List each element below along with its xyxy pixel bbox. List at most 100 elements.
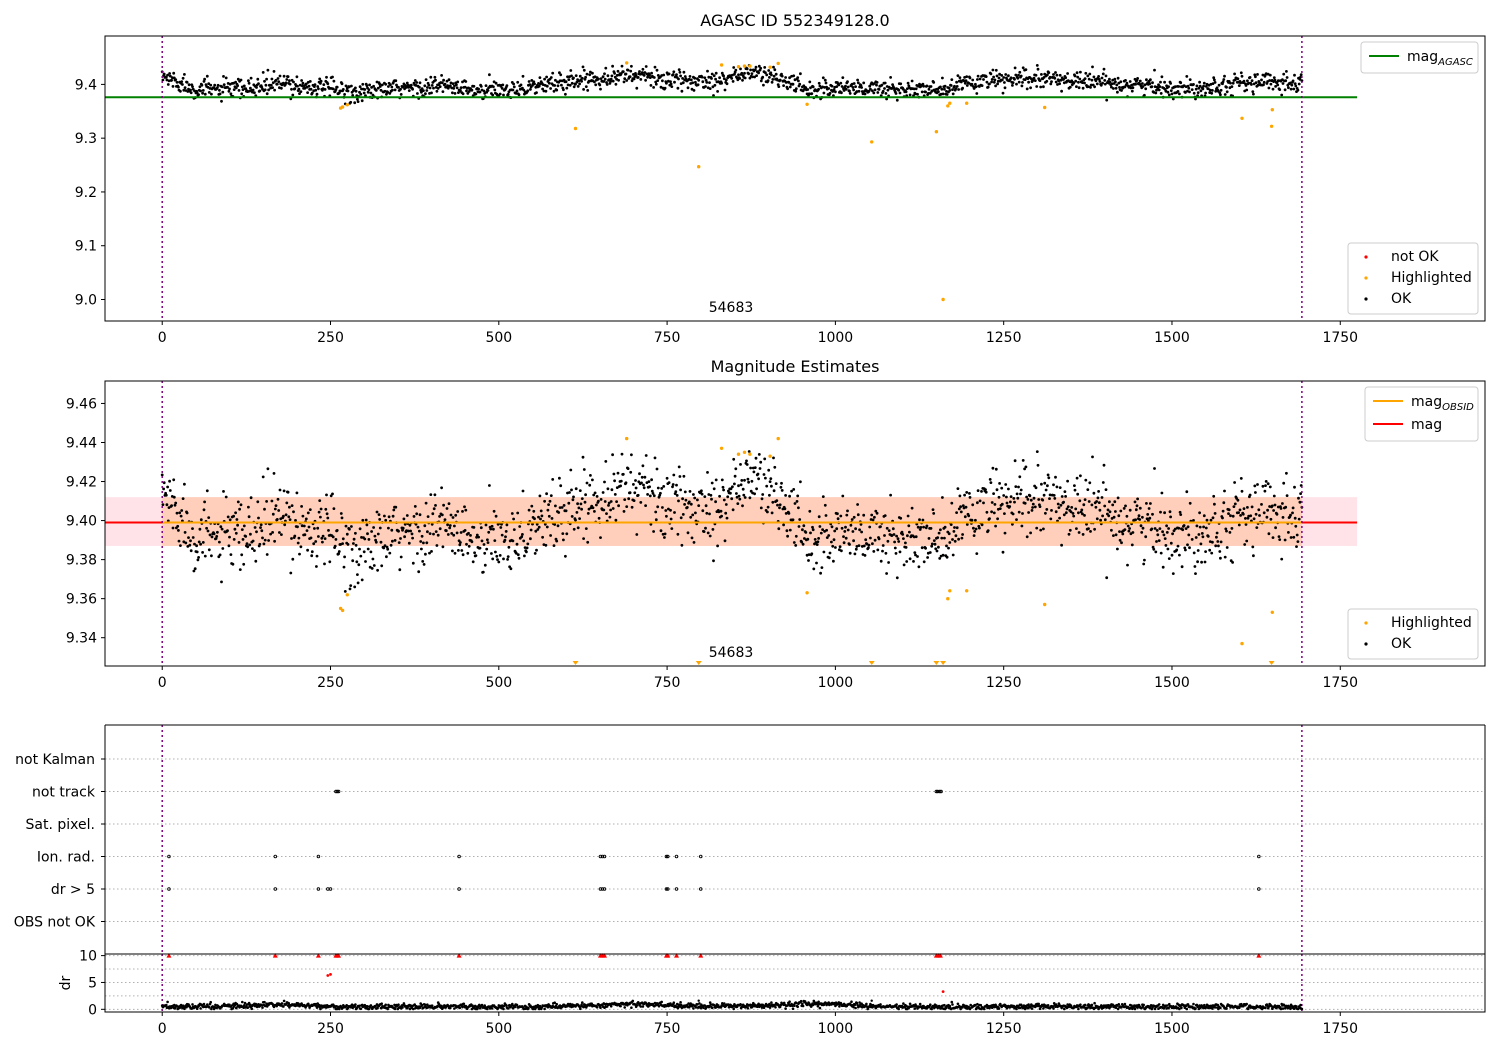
- agasc-point-ok: [817, 87, 820, 91]
- mag-est-point-ok: [957, 507, 961, 511]
- mag-est-point-ok: [161, 503, 165, 506]
- mag-est-point-ok: [918, 518, 921, 522]
- mag-est-point-ok: [947, 546, 950, 550]
- mag-est-point-ok: [1233, 502, 1237, 506]
- agasc-legend-point-label: Highlighted: [1391, 270, 1472, 286]
- mag-est-point-ok: [920, 546, 924, 550]
- agasc-point-ok: [276, 77, 280, 80]
- mag-est-point-ok: [1000, 502, 1004, 506]
- mag-est-point-ok: [207, 548, 211, 552]
- mag-est-point-ok: [1012, 497, 1016, 500]
- mag-est-point-ok: [386, 547, 390, 551]
- dr-point-ok: [770, 1001, 773, 1004]
- agasc-point-ok: [236, 77, 240, 81]
- agasc-point-ok: [641, 67, 645, 71]
- mag-est-point-ok: [926, 556, 929, 559]
- agasc-point-ok: [1035, 64, 1039, 67]
- dr-point-ok: [795, 1001, 798, 1005]
- mag-est-point-ok: [270, 499, 274, 503]
- agasc-point-ok: [292, 80, 295, 84]
- dr-point-ok: [990, 1006, 994, 1009]
- agasc-point-ok: [985, 80, 989, 84]
- agasc-point-ok: [399, 93, 403, 96]
- agasc-point-ok: [692, 89, 696, 92]
- mag-est-point-ok: [502, 557, 505, 561]
- mag-est-point-ok: [440, 486, 443, 490]
- agasc-point-ok: [1239, 71, 1243, 75]
- mag-est-point-ok: [483, 563, 487, 567]
- mag-est-point-ok: [232, 514, 236, 518]
- mag-est-point-ok: [968, 492, 971, 495]
- agasc-point-ok: [350, 84, 353, 88]
- agasc-point-highlighted: [573, 126, 578, 131]
- agasc-x-tick-label: 750: [654, 330, 681, 346]
- mag-est-point-ok: [650, 478, 653, 482]
- mag-est-point-ok: [567, 501, 571, 505]
- mag-est-point-ok: [1265, 515, 1269, 519]
- mag-est-point-ok: [652, 530, 655, 533]
- agasc-point-ok: [679, 82, 683, 85]
- mag-est-point-ok: [1038, 505, 1042, 508]
- agasc-point-ok: [611, 64, 614, 68]
- agasc-point-ok: [1208, 88, 1212, 92]
- mag-est-point-ok: [504, 530, 508, 533]
- mag-est-point-ok: [438, 515, 441, 518]
- mag-est-point-ok: [743, 478, 746, 482]
- agasc-point-ok: [1058, 82, 1061, 86]
- agasc-point-ok: [1225, 90, 1229, 94]
- mag-est-point-ok: [1161, 530, 1164, 534]
- mag-est-point-ok: [1298, 500, 1302, 504]
- agasc-point-highlighted: [941, 297, 945, 302]
- mag-est-point-ok: [1295, 533, 1299, 537]
- agasc-point-highlighted: [1269, 124, 1274, 128]
- mag-est-point-ok: [254, 559, 258, 563]
- agasc-point-ok: [713, 83, 717, 87]
- dr-point-ok: [478, 1007, 482, 1010]
- mag-est-point-ok: [895, 534, 898, 538]
- agasc-point-ok: [791, 82, 795, 86]
- mag-est-point-ok: [426, 515, 430, 518]
- agasc-point-ok: [1053, 76, 1057, 80]
- mag-est-point-ok: [774, 482, 778, 485]
- agasc-point-ok: [763, 66, 767, 69]
- agasc-point-ok: [606, 74, 610, 78]
- agasc-point-ok: [876, 91, 880, 94]
- dr-point-ok: [480, 1003, 484, 1007]
- mag-est-point-ok: [883, 534, 886, 537]
- mag-est-point-ok: [506, 558, 509, 561]
- dr-point-ok: [712, 1004, 716, 1007]
- dr-point-ok: [1083, 1003, 1087, 1007]
- agasc-point-ok: [1000, 74, 1004, 77]
- mag-est-point-ok: [848, 543, 851, 546]
- mag-est-point-ok: [766, 510, 769, 514]
- dr-point-ok: [231, 1007, 235, 1010]
- agasc-point-ok: [288, 82, 292, 86]
- agasc-point-ok: [470, 88, 474, 92]
- dr-point-ok: [430, 1004, 434, 1007]
- agasc-x-tick-label: 1500: [1154, 330, 1190, 346]
- mag-est-point-ok: [1073, 484, 1076, 487]
- agasc-point-ok: [261, 71, 265, 74]
- agasc-point-ok: [249, 76, 253, 80]
- agasc-point-ok: [295, 75, 299, 79]
- agasc-point-ok: [723, 88, 727, 92]
- mag-est-point-ok: [1141, 515, 1144, 519]
- mag-est-point-ok: [370, 530, 373, 533]
- mag-est-point-ok: [397, 529, 400, 533]
- mag-est-point-ok: [710, 497, 713, 501]
- agasc-point-ok: [266, 68, 270, 72]
- mag-est-point-ok: [852, 539, 855, 543]
- mag-est-point-ok: [1044, 511, 1047, 515]
- mag-est-point-ok: [224, 495, 228, 499]
- mag-est-point-ok: [527, 508, 531, 512]
- mag-est-point-ok: [862, 513, 866, 517]
- mag-est-point-ok: [1163, 511, 1166, 515]
- agasc-point-ok: [832, 94, 835, 97]
- agasc-point-ok: [1159, 80, 1162, 84]
- mag-est-point-ok: [1167, 557, 1171, 560]
- agasc-point-ok: [620, 64, 624, 68]
- mag-est-point-ok: [682, 474, 686, 478]
- mag-est-point-ok: [992, 492, 995, 495]
- agasc-point-ok: [334, 88, 338, 91]
- mag-est-point-ok: [1067, 532, 1071, 536]
